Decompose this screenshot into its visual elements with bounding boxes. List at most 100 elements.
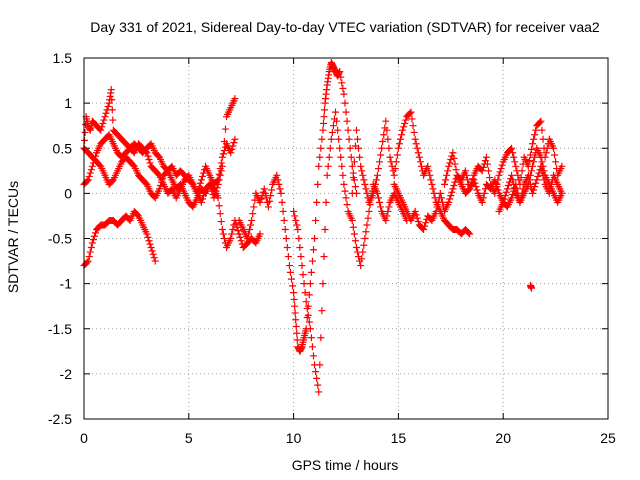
series-track-e	[235, 59, 360, 355]
series-track-b	[80, 144, 264, 252]
data-point	[532, 179, 540, 187]
data-point	[468, 178, 476, 186]
data-point	[145, 237, 153, 245]
data-point	[411, 207, 419, 215]
data-point	[396, 135, 404, 143]
data-point	[230, 139, 238, 147]
data-point	[107, 86, 115, 94]
data-point	[308, 257, 316, 265]
data-point	[508, 144, 516, 152]
data-point	[342, 194, 350, 202]
data-point	[509, 176, 517, 184]
data-point	[316, 153, 324, 161]
data-point	[385, 144, 393, 152]
data-point	[485, 167, 493, 175]
data-point	[371, 180, 379, 188]
data-point	[306, 280, 314, 288]
data-point	[467, 181, 475, 189]
data-point	[312, 216, 320, 224]
data-point	[495, 171, 503, 179]
data-point	[89, 159, 97, 167]
data-point	[504, 181, 512, 189]
data-point	[478, 167, 486, 175]
data-point	[276, 185, 284, 193]
data-point	[143, 230, 151, 238]
data-point	[398, 131, 406, 139]
data-point	[291, 212, 299, 220]
data-point	[550, 144, 558, 152]
data-point	[441, 180, 449, 188]
data-point	[348, 189, 356, 197]
data-point	[538, 158, 546, 166]
data-point	[351, 237, 359, 245]
data-point	[377, 151, 385, 159]
data-point	[469, 175, 477, 183]
data-point	[293, 221, 301, 229]
data-point	[536, 118, 544, 126]
data-point	[257, 195, 265, 203]
data-point	[316, 361, 324, 369]
data-point	[298, 262, 306, 270]
data-point	[412, 140, 420, 148]
data-point	[341, 99, 349, 107]
data-point	[338, 162, 346, 170]
data-point	[382, 216, 390, 224]
data-point	[407, 108, 415, 116]
data-point	[429, 185, 437, 193]
data-point	[377, 203, 385, 211]
data-point	[231, 135, 239, 143]
data-point	[256, 198, 264, 206]
data-point	[525, 176, 533, 184]
chart-title: Day 331 of 2021, Sidereal Day-to-day VTE…	[90, 19, 600, 35]
data-point	[358, 255, 366, 263]
data-point	[494, 176, 502, 184]
data-point	[359, 248, 367, 256]
data-point	[508, 171, 516, 179]
data-point	[319, 126, 327, 134]
data-point	[412, 211, 420, 219]
data-point	[291, 309, 299, 317]
data-point	[101, 113, 109, 121]
data-point	[342, 108, 350, 116]
data-point	[527, 167, 535, 175]
data-point	[408, 115, 416, 123]
data-point	[231, 95, 239, 103]
data-point	[219, 150, 227, 158]
series-track-d	[80, 131, 239, 202]
data-point	[286, 268, 294, 276]
data-point	[214, 176, 222, 184]
data-point	[235, 230, 243, 238]
data-point	[290, 289, 298, 297]
data-point	[306, 325, 314, 333]
data-point	[102, 109, 110, 117]
data-point	[195, 183, 203, 191]
data-point	[527, 284, 535, 292]
data-point	[446, 159, 454, 167]
data-point	[360, 176, 368, 184]
x-tick-label: 5	[185, 430, 193, 446]
data-point	[321, 106, 329, 114]
data-point	[558, 189, 566, 197]
data-point	[307, 268, 315, 276]
y-tick-label: -0.5	[48, 231, 72, 247]
data-point	[310, 352, 318, 360]
data-point	[304, 311, 312, 319]
data-point	[83, 258, 91, 266]
data-point	[360, 241, 368, 249]
data-point	[228, 230, 236, 238]
data-point	[349, 223, 357, 231]
data-point	[229, 142, 237, 150]
data-point	[336, 144, 344, 152]
data-point	[198, 195, 206, 203]
data-point	[512, 162, 520, 170]
data-point	[196, 179, 204, 187]
data-point	[376, 158, 384, 166]
data-point	[414, 218, 422, 226]
data-point	[384, 135, 392, 143]
data-point	[281, 225, 289, 233]
data-point	[364, 214, 372, 222]
data-point	[320, 253, 328, 261]
data-point	[249, 210, 257, 218]
data-point	[86, 248, 94, 256]
